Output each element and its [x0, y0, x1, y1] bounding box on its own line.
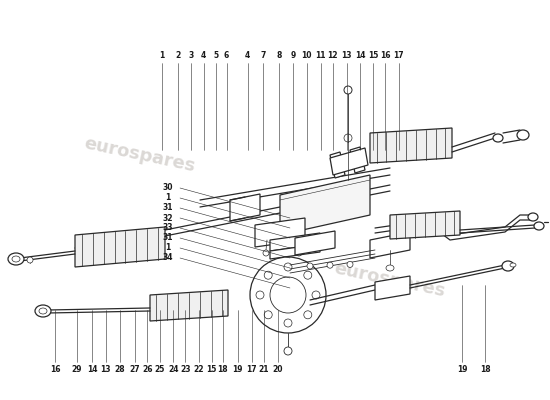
Polygon shape	[230, 194, 260, 221]
Text: 31: 31	[163, 204, 173, 212]
Text: 27: 27	[129, 366, 140, 374]
Ellipse shape	[270, 277, 306, 313]
Text: 23: 23	[180, 366, 191, 374]
Text: 16: 16	[379, 50, 390, 60]
Text: 29: 29	[72, 366, 82, 374]
Ellipse shape	[344, 86, 352, 94]
Text: eurospares: eurospares	[333, 260, 447, 300]
Ellipse shape	[250, 257, 326, 333]
Text: 15: 15	[207, 366, 217, 374]
Polygon shape	[255, 218, 305, 247]
Text: 16: 16	[50, 366, 60, 374]
Ellipse shape	[502, 261, 514, 271]
Polygon shape	[330, 152, 345, 178]
Text: 10: 10	[301, 50, 312, 60]
Text: 4: 4	[245, 50, 250, 60]
Polygon shape	[370, 232, 410, 258]
Polygon shape	[280, 175, 370, 235]
Ellipse shape	[263, 250, 269, 256]
Text: 24: 24	[168, 366, 179, 374]
Polygon shape	[75, 227, 165, 267]
Text: 4: 4	[201, 50, 206, 60]
Ellipse shape	[284, 263, 292, 271]
Ellipse shape	[510, 263, 516, 267]
Ellipse shape	[284, 347, 292, 355]
Polygon shape	[350, 147, 365, 173]
Ellipse shape	[8, 253, 24, 265]
Ellipse shape	[347, 262, 353, 267]
Ellipse shape	[307, 263, 313, 269]
Text: 19: 19	[232, 366, 243, 374]
Ellipse shape	[281, 250, 287, 256]
Ellipse shape	[284, 319, 292, 327]
Polygon shape	[375, 276, 410, 300]
Text: 17: 17	[393, 50, 404, 60]
Text: 14: 14	[355, 50, 366, 60]
Text: 18: 18	[217, 366, 228, 374]
Text: 12: 12	[327, 50, 338, 60]
Text: 11: 11	[315, 50, 326, 60]
Ellipse shape	[386, 265, 394, 271]
Text: 1: 1	[166, 244, 170, 252]
Ellipse shape	[534, 222, 544, 230]
Text: 1: 1	[166, 194, 170, 202]
Ellipse shape	[35, 305, 51, 317]
Text: 17: 17	[246, 366, 257, 374]
Text: 5: 5	[213, 50, 218, 60]
Text: 2: 2	[175, 50, 180, 60]
Text: 19: 19	[456, 366, 468, 374]
Polygon shape	[270, 233, 320, 251]
Text: 33: 33	[163, 224, 173, 232]
Text: 3: 3	[189, 50, 194, 60]
Text: 13: 13	[100, 366, 111, 374]
Text: 26: 26	[142, 366, 153, 374]
Text: 22: 22	[194, 366, 205, 374]
Ellipse shape	[528, 213, 538, 221]
Text: 15: 15	[368, 50, 378, 60]
Text: 9: 9	[290, 50, 296, 60]
Polygon shape	[330, 148, 368, 175]
Ellipse shape	[39, 308, 47, 314]
Text: 6: 6	[224, 50, 229, 60]
Ellipse shape	[304, 311, 312, 319]
Text: 13: 13	[341, 50, 352, 60]
Ellipse shape	[296, 250, 302, 256]
Polygon shape	[370, 128, 452, 163]
Text: 20: 20	[272, 366, 283, 374]
Text: 14: 14	[87, 366, 98, 374]
Text: 28: 28	[114, 366, 125, 374]
Text: 8: 8	[277, 50, 282, 60]
Ellipse shape	[264, 271, 272, 279]
Polygon shape	[390, 211, 460, 239]
Ellipse shape	[12, 256, 20, 262]
Ellipse shape	[517, 130, 529, 140]
Polygon shape	[270, 244, 320, 259]
Ellipse shape	[264, 311, 272, 319]
Ellipse shape	[27, 257, 33, 263]
Ellipse shape	[312, 291, 320, 299]
Ellipse shape	[256, 291, 264, 299]
Text: 31: 31	[163, 234, 173, 242]
Polygon shape	[295, 231, 335, 255]
Ellipse shape	[304, 271, 312, 279]
Text: 18: 18	[480, 366, 491, 374]
Ellipse shape	[493, 134, 503, 142]
Text: 30: 30	[163, 184, 173, 192]
Text: 25: 25	[155, 366, 164, 374]
Text: 34: 34	[163, 254, 173, 262]
Ellipse shape	[327, 262, 333, 268]
Polygon shape	[150, 290, 228, 321]
Ellipse shape	[344, 134, 352, 142]
Text: eurospares: eurospares	[82, 134, 197, 176]
Text: 1: 1	[160, 50, 165, 60]
Text: 7: 7	[260, 50, 266, 60]
Text: 21: 21	[258, 366, 270, 374]
Text: 32: 32	[163, 214, 173, 222]
